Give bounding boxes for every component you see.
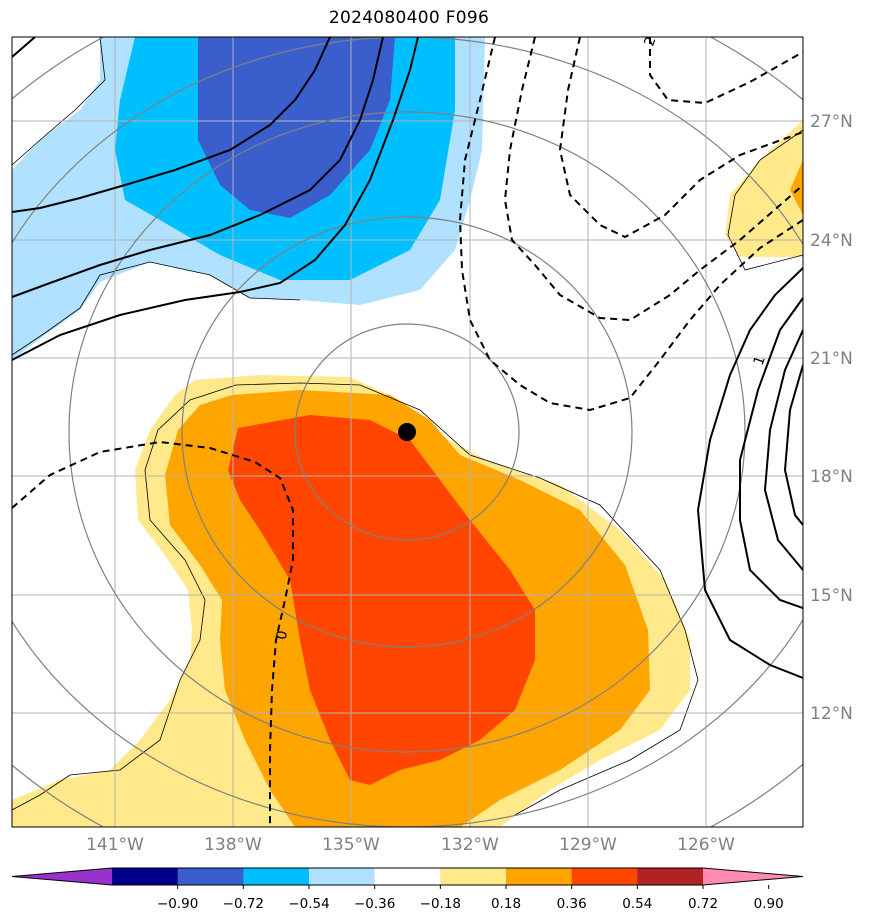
thin-contour-blue: [12, 37, 106, 166]
range-rings: [12, 37, 803, 827]
fill-red-orange: [228, 415, 535, 785]
colorbar-tick-label: −0.72: [223, 896, 264, 912]
dashed-contours: [12, 37, 803, 827]
colorbar-segment: [440, 868, 507, 885]
thin-contour-ne: [727, 129, 803, 271]
colorbar-tick-label: 0.36: [557, 896, 587, 912]
solid-contours-e: [696, 267, 803, 679]
colorbar-extend-max: [703, 868, 803, 885]
lat-label: 15°N: [810, 586, 853, 606]
lon-label: 141°W: [86, 835, 144, 855]
lat-label: 27°N: [810, 112, 853, 132]
map-title: 2024080400 F096: [328, 8, 490, 28]
lat-label: 24°N: [810, 231, 853, 251]
colorbar-outline: [11, 867, 804, 886]
colorbar-segment: [243, 868, 310, 885]
colorbar-tick-label: 0.90: [754, 896, 784, 912]
colorbar-tick-label: −0.36: [354, 896, 395, 912]
colorbar-segment: [112, 868, 179, 885]
lon-label: 126°W: [677, 835, 735, 855]
colorbar-segment: [506, 868, 573, 885]
colorbar-segment: [177, 868, 244, 885]
contour-label-2: 2: [641, 35, 659, 49]
lon-label: 138°W: [204, 835, 262, 855]
solid-contours-nw: [12, 37, 419, 361]
fill-royal-blue: [198, 37, 395, 218]
map-plot-area: 2 1 0: [12, 35, 803, 827]
thin-contour-blue-2: [12, 261, 301, 356]
colorbar-tick-label: −0.54: [288, 896, 329, 912]
colorbar-segment: [571, 868, 638, 885]
fill-light-yellow-ne: [725, 120, 803, 257]
lon-label: 129°W: [559, 835, 617, 855]
colorbar-segment: [374, 868, 441, 885]
latitude-labels: 27°N 24°N 21°N 18°N 15°N 12°N: [810, 112, 853, 724]
thin-contour-yellow-2: [12, 384, 237, 811]
colorbar-extend-min: [12, 868, 112, 885]
lat-label: 21°N: [810, 349, 853, 369]
storm-center-marker[interactable]: [398, 423, 416, 441]
fill-orange-ne: [790, 160, 803, 215]
plot-frame: [11, 36, 804, 828]
graticule: [12, 37, 803, 827]
colorbar-tick-label: 0.72: [688, 896, 718, 912]
lon-label: 132°W: [441, 835, 499, 855]
colorbar-tick-label: −0.90: [157, 896, 198, 912]
colorbar: −0.90 −0.72 −0.54 −0.36 −0.18 0.18 0.36 0.54 0.7…: [11, 867, 804, 912]
colorbar-segment: [637, 868, 704, 885]
contour-label-0: 0: [274, 629, 291, 641]
thin-contour-yellow: [235, 382, 699, 816]
lon-label: 135°W: [322, 835, 380, 855]
lat-label: 12°N: [810, 704, 853, 724]
lat-label: 18°N: [810, 467, 853, 487]
colorbar-tick-label: 0.18: [491, 896, 521, 912]
colorbar-tick-label: 0.54: [622, 896, 652, 912]
colorbar-tick-label: −0.18: [420, 896, 461, 912]
colorbar-segment: [309, 868, 376, 885]
longitude-labels: 141°W 138°W 135°W 132°W 129°W 126°W: [86, 835, 735, 855]
